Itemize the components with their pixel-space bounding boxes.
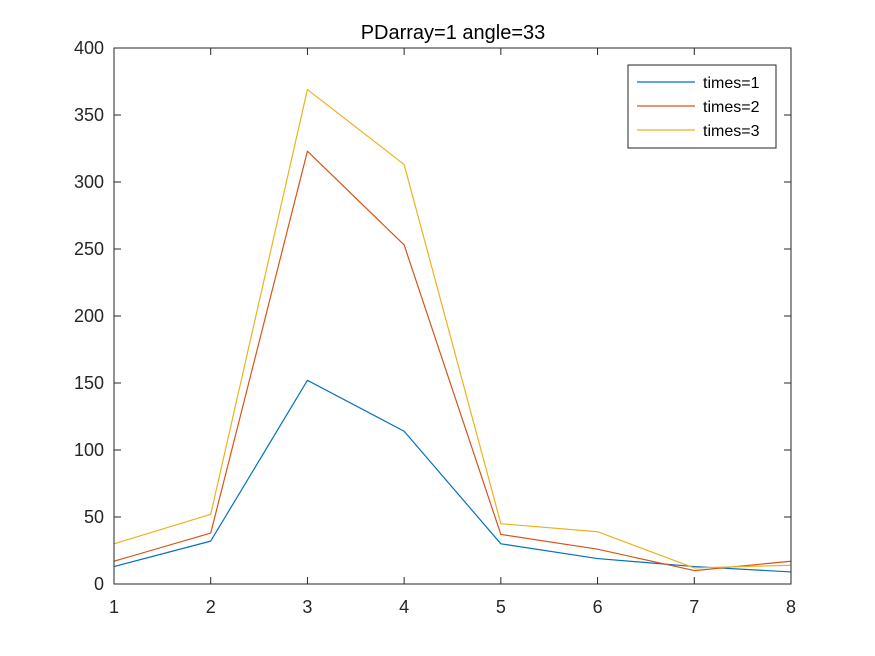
y-tick-label: 250 — [74, 239, 104, 259]
legend-label: times=1 — [703, 75, 760, 92]
legend-label: times=3 — [703, 123, 760, 140]
series-line-times-1 — [113, 379, 792, 573]
series-line-times-2 — [113, 150, 792, 572]
legend: times=1 times=2 times=3 — [627, 64, 777, 149]
x-tick-label: 7 — [689, 597, 699, 617]
y-tick-label: 350 — [74, 105, 104, 125]
y-tick-label: 150 — [74, 373, 104, 393]
x-tick-label: 8 — [786, 597, 796, 617]
x-tick-label: 2 — [206, 597, 216, 617]
y-tick-label: 200 — [74, 306, 104, 326]
x-tick-label: 3 — [302, 597, 312, 617]
x-tick-label: 5 — [496, 597, 506, 617]
series-lines — [113, 88, 792, 573]
y-tick-labels: 0 50 100 150 200 250 300 350 400 — [74, 38, 104, 594]
series-line-times-3 — [113, 88, 792, 569]
y-tick-label: 100 — [74, 440, 104, 460]
plot-frame — [113, 47, 792, 585]
y-tick-label: 300 — [74, 172, 104, 192]
chart-title: PDarray=1 angle=33 — [361, 22, 546, 44]
x-tick-label: 1 — [109, 597, 119, 617]
y-tick-label: 0 — [94, 574, 104, 594]
x-tick-labels: 1 2 3 4 5 6 7 8 — [109, 597, 796, 617]
y-tick-label: 50 — [84, 507, 104, 527]
legend-label: times=2 — [703, 99, 760, 116]
x-tick-label: 6 — [593, 597, 603, 617]
y-tick-label: 400 — [74, 38, 104, 58]
x-tick-label: 4 — [399, 597, 409, 617]
